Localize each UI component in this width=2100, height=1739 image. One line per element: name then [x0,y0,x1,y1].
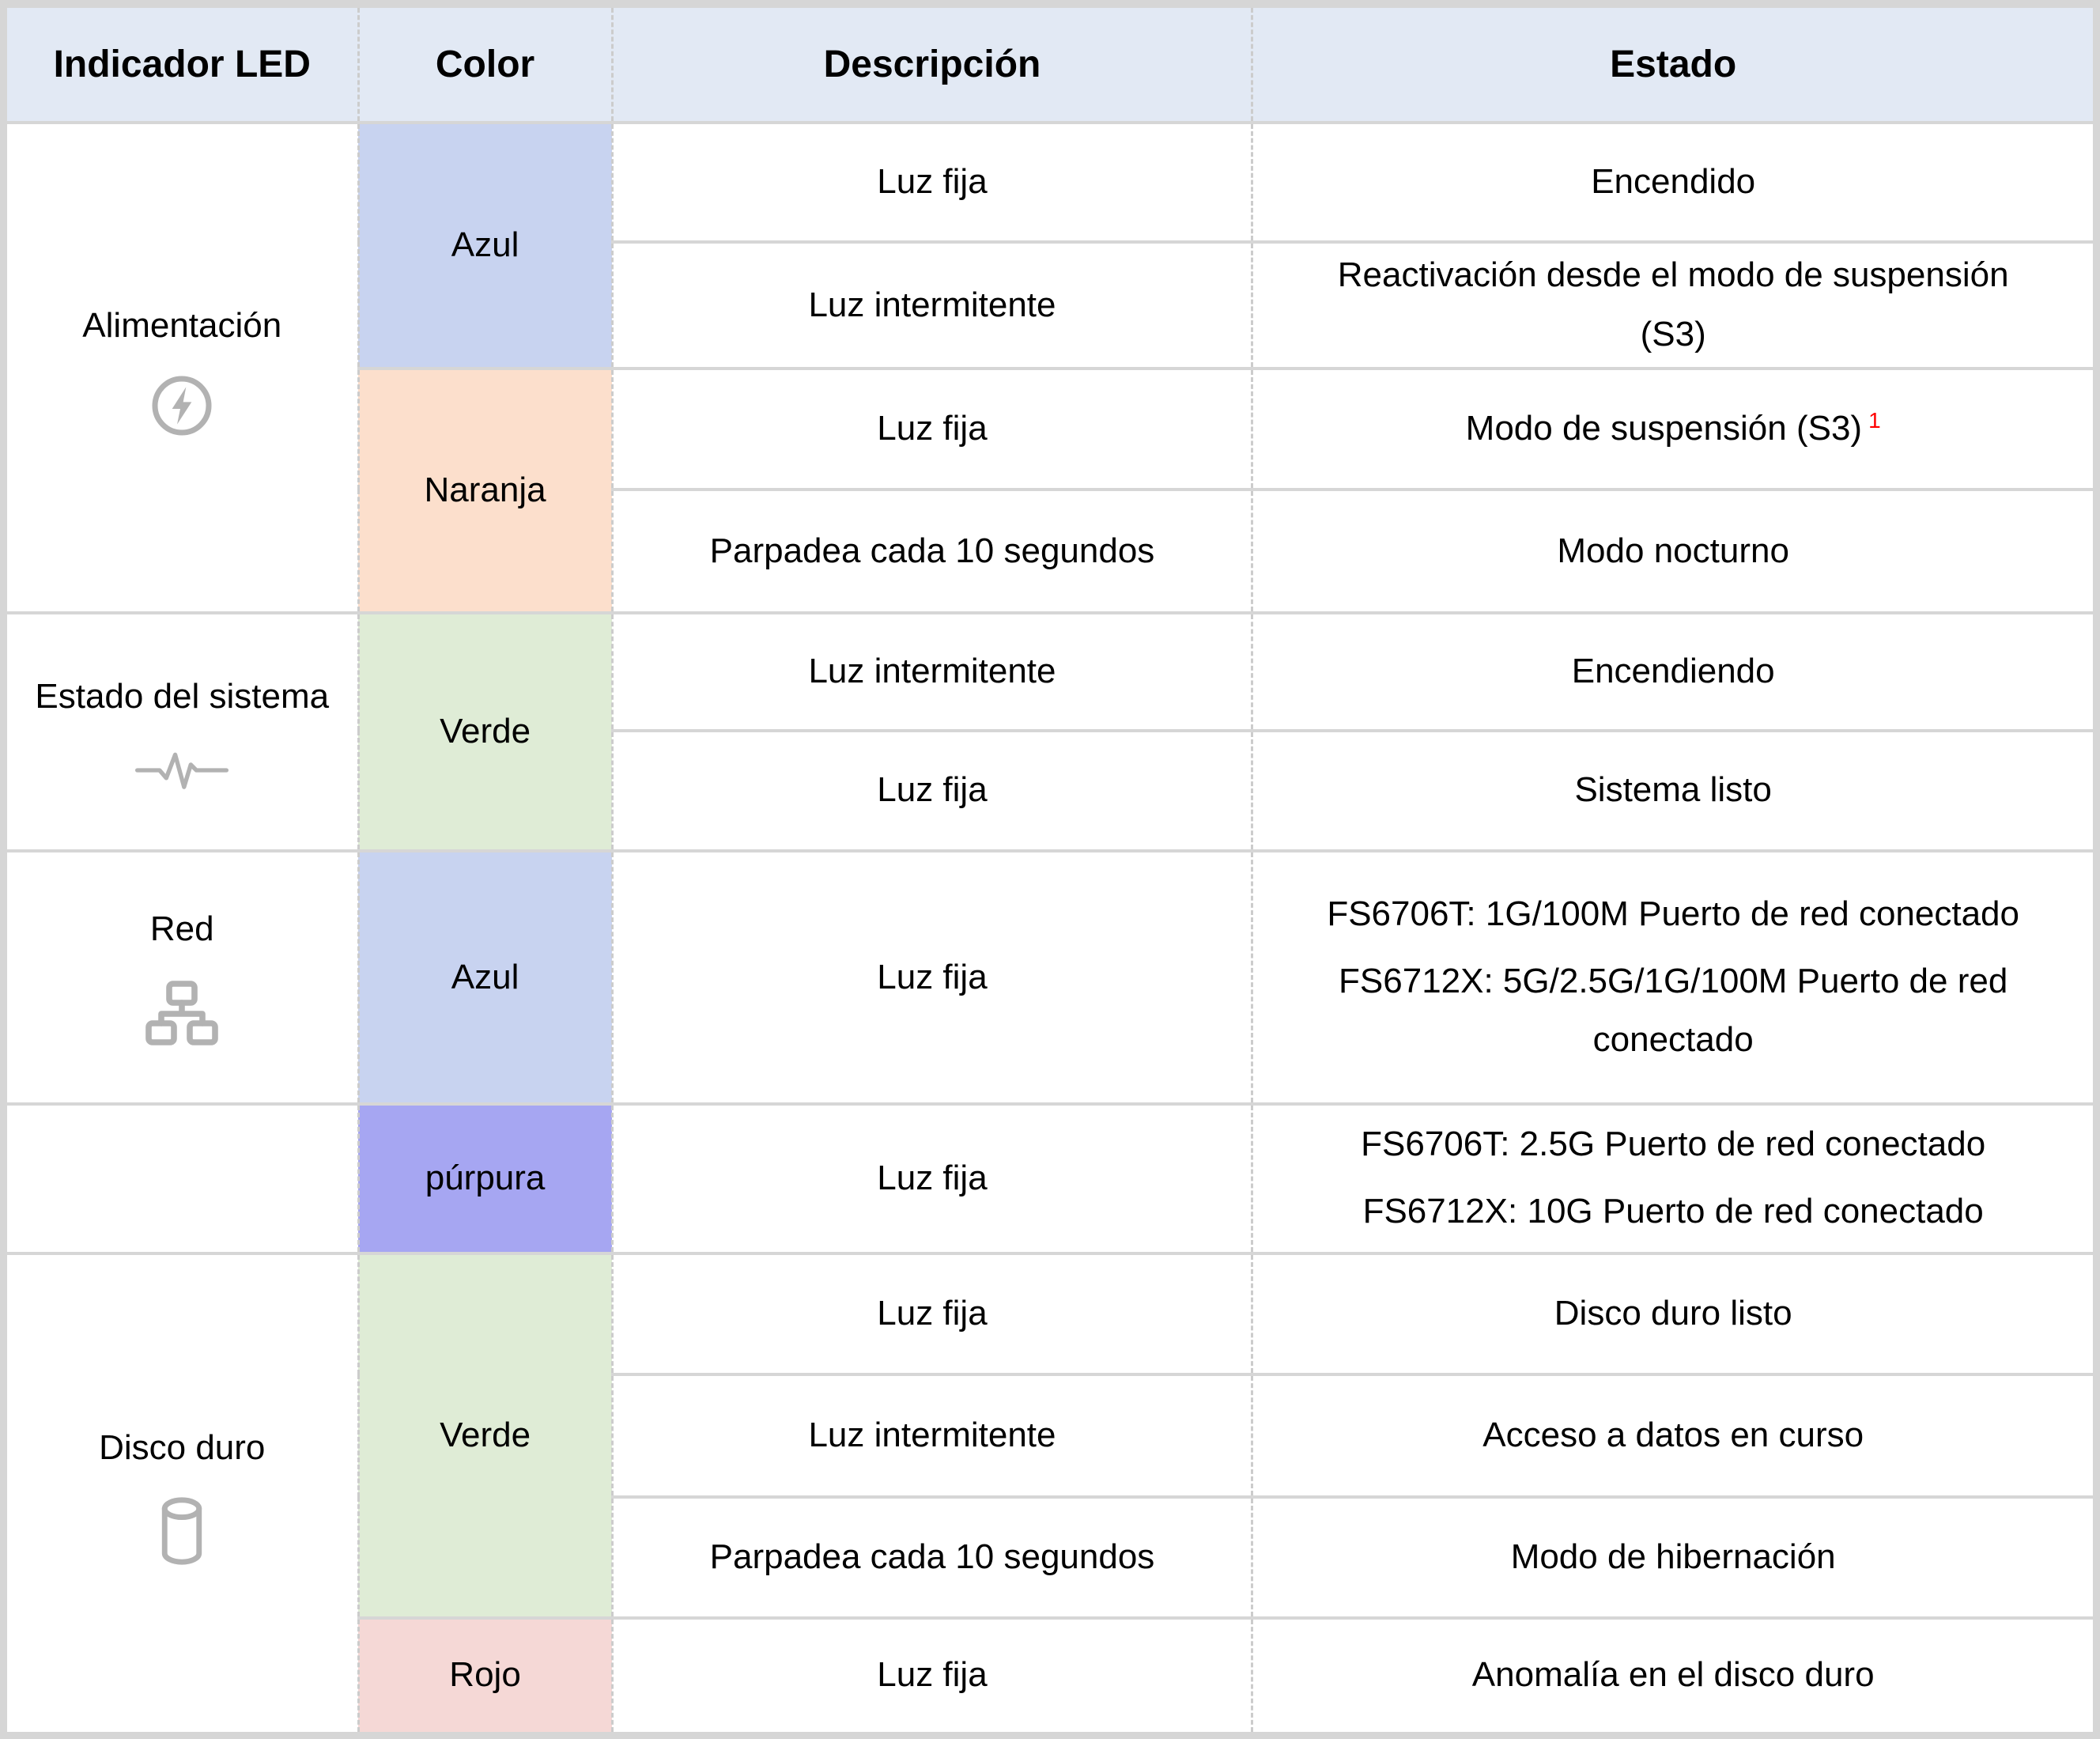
state-cell: Encendiendo [1251,611,2098,732]
state-cell: Modo nocturno [1251,488,2098,614]
state-cell: Anomalía en el disco duro [1251,1616,2098,1737]
state-cell: Encendido [1251,121,2098,244]
description-cell: Parpadea cada 10 segundos [610,1495,1254,1620]
color-cell-network-blue: Azul [357,849,614,1106]
indicator-cell-network: Red [2,849,360,1106]
state-line: FS6712X: 5G/2.5G/1G/100M Puerto de red c… [1339,961,2008,1060]
network-icon [145,981,219,1045]
table-row: Parpadea cada 10 segundos Modo de hibern… [4,1495,2098,1620]
table-row: Naranja Luz fija Modo de suspensión (S3)… [4,367,2098,614]
state-cell: Modo de hibernación [1251,1495,2098,1620]
description-cell: Luz fija [610,728,1254,853]
color-cell-power-blue: Azul [357,120,614,371]
color-cell-network-purple: púrpura [357,1102,614,1255]
table-row: Rojo Luz fija Anomalía en el disco duro [4,1616,2098,1737]
description-cell: Luz intermitente [610,240,1254,371]
state-line: FS6706T: 1G/100M Puerto de red conectado [1327,894,2019,933]
table-row: púrpura Luz fija FS6706T: 2.5G Puerto de… [2,1102,2098,1255]
color-cell-system-green: Verde [357,611,614,853]
table-row: Estado del sistema Verde Luz intermitent… [2,611,2098,853]
table-row: Disco duro Verde Luz fija Disco duro lis… [2,1251,2098,1737]
indicator-cell-power: Alimentación [2,121,360,614]
state-cell: Sistema listo [1251,728,2098,853]
pulse-icon [135,752,229,789]
state-line: FS6712X: 10G Puerto de red conectado [1362,1192,1984,1231]
table-row: Alimentación Azul Luz fija Encendido [2,120,2098,614]
color-cell-disk-green: Verde [357,1251,614,1620]
description-cell: Luz fija [610,849,1254,1106]
power-icon [152,376,212,436]
column-header-color: Color [357,2,614,124]
table-row: Parpadea cada 10 segundos Modo nocturno [4,488,2098,614]
indicator-cell-hard-drive: Disco duro [2,1251,360,1737]
indicator-cell-empty [2,1102,360,1255]
state-line: FS6706T: 2.5G Puerto de red conectado [1361,1125,1986,1164]
disk-icon [162,1497,202,1566]
column-header-description: Descripción [610,2,1254,124]
table-header-row: Indicador LED Color Descripción Estado [2,2,2098,124]
table-row: Luz fija Sistema listo [4,728,2098,853]
description-cell: Luz fija [610,121,1254,244]
description-cell: Luz fija [610,1251,1254,1377]
state-cell: Disco duro listo [1251,1251,2098,1377]
color-cell-power-orange: Naranja [357,367,614,614]
description-cell: Luz fija [610,1102,1254,1255]
state-cell: Reactivación desde el modo de suspensión… [1251,240,2098,371]
description-cell: Parpadea cada 10 segundos [610,488,1254,614]
table-row: Luz intermitente Reactivación desde el m… [4,240,2098,371]
color-cell-disk-red: Rojo [357,1616,614,1737]
state-text: Modo de suspensión (S3) [1465,409,1863,448]
state-cell: Modo de suspensión (S3) 1 [1251,367,2098,492]
description-cell: Luz intermitente [610,1373,1254,1499]
description-cell: Luz intermitente [610,611,1254,732]
indicator-label-system-status: Estado del sistema [35,677,330,716]
indicator-label-network: Red [149,909,214,948]
indicator-label-power: Alimentación [82,305,282,345]
description-cell: Luz fija [610,367,1254,492]
table-row: Luz intermitente Acceso a datos en curso [4,1373,2098,1499]
table-row: Red Azul Luz fija FS6706T: 1G/100M Puert… [2,849,2098,1106]
description-cell: Luz fija [610,1616,1254,1737]
column-header-state: Estado [1251,2,2098,124]
state-cell: Acceso a datos en curso [1251,1373,2098,1499]
indicator-cell-system-status: Estado del sistema [2,611,360,853]
state-cell: FS6706T: 2.5G Puerto de red conectado FS… [1251,1102,2098,1255]
state-cell: FS6706T: 1G/100M Puerto de red conectado… [1251,849,2098,1106]
column-header-indicator: Indicador LED [2,2,360,124]
footnote-ref: 1 [1868,407,1881,433]
indicator-label-hard-drive: Disco duro [99,1428,266,1468]
